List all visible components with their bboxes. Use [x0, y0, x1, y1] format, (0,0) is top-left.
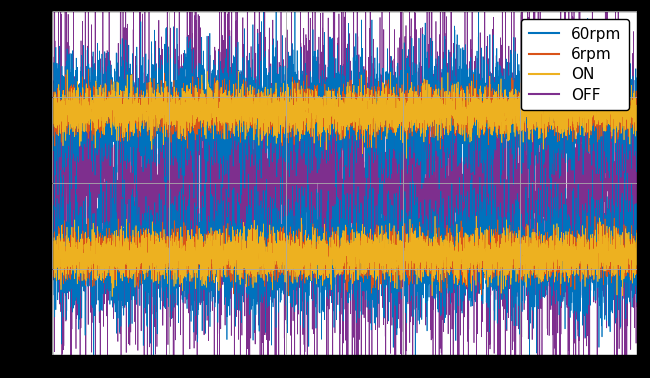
OFF [428, 336, 436, 340]
OFF [272, 216, 280, 220]
60rpm [529, 270, 537, 274]
ON [272, 253, 280, 257]
6rpm [48, 258, 56, 263]
ON [155, 242, 162, 246]
60rpm [155, 280, 162, 284]
ON [428, 256, 436, 261]
60rpm [272, 184, 280, 189]
OFF [48, 68, 56, 72]
ON [109, 294, 116, 299]
6rpm [583, 214, 591, 218]
OFF [633, 121, 641, 126]
ON [485, 251, 493, 255]
60rpm [399, 265, 407, 269]
6rpm [485, 282, 493, 287]
6rpm [272, 255, 280, 259]
Line: 6rpm: 6rpm [52, 216, 637, 296]
6rpm [633, 239, 641, 243]
ON [633, 254, 641, 259]
Legend: 60rpm, 6rpm, ON, OFF: 60rpm, 6rpm, ON, OFF [521, 19, 629, 110]
OFF [529, 61, 537, 65]
OFF [399, 65, 407, 70]
6rpm [428, 259, 436, 263]
60rpm [150, 373, 157, 377]
ON [529, 254, 537, 258]
OFF [154, 152, 162, 156]
Line: ON: ON [52, 216, 637, 297]
ON [48, 257, 56, 261]
ON [473, 214, 480, 218]
6rpm [285, 294, 292, 298]
6rpm [529, 227, 537, 231]
60rpm [633, 280, 641, 285]
Line: OFF: OFF [52, 0, 637, 378]
60rpm [48, 255, 56, 259]
Line: 60rpm: 60rpm [52, 135, 637, 375]
6rpm [154, 253, 162, 258]
60rpm [485, 250, 493, 255]
6rpm [399, 256, 407, 260]
60rpm [304, 133, 312, 138]
60rpm [429, 291, 437, 296]
ON [399, 258, 407, 263]
OFF [485, 256, 493, 261]
